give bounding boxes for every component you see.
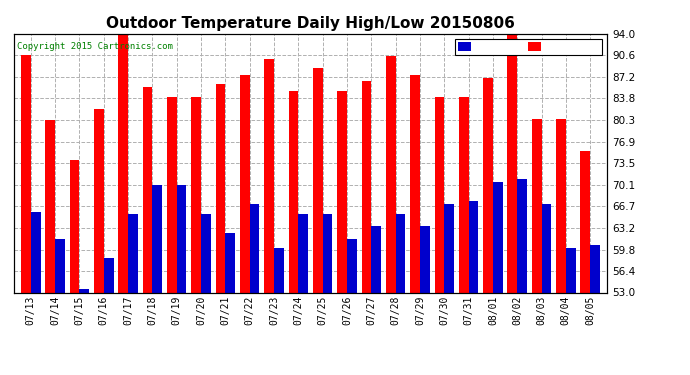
Bar xyxy=(435,97,444,292)
Bar xyxy=(469,201,478,292)
Bar xyxy=(128,214,138,292)
Bar xyxy=(323,214,333,292)
Bar xyxy=(371,226,381,292)
Bar xyxy=(288,90,298,292)
Bar xyxy=(240,75,250,292)
Bar xyxy=(347,239,357,292)
Title: Outdoor Temperature Daily High/Low 20150806: Outdoor Temperature Daily High/Low 20150… xyxy=(106,16,515,31)
Bar xyxy=(143,87,152,292)
Bar xyxy=(580,150,590,292)
Bar xyxy=(264,59,274,292)
Bar xyxy=(274,248,284,292)
Bar xyxy=(395,214,405,292)
Bar xyxy=(250,204,259,292)
Bar xyxy=(55,239,65,292)
Bar xyxy=(167,97,177,292)
Bar xyxy=(152,185,162,292)
Bar xyxy=(216,84,226,292)
Bar xyxy=(337,90,347,292)
Bar xyxy=(532,119,542,292)
Bar xyxy=(518,179,527,292)
Bar xyxy=(177,185,186,292)
Bar xyxy=(420,226,430,292)
Bar xyxy=(46,120,55,292)
Bar xyxy=(31,212,41,292)
Bar xyxy=(556,119,566,292)
Bar xyxy=(542,204,551,292)
Bar xyxy=(94,110,104,292)
Bar xyxy=(483,78,493,292)
Bar xyxy=(201,214,210,292)
Bar xyxy=(493,182,502,292)
Bar xyxy=(79,290,89,292)
Text: Copyright 2015 Cartronics.com: Copyright 2015 Cartronics.com xyxy=(17,42,172,51)
Bar xyxy=(386,56,395,292)
Bar xyxy=(313,69,323,292)
Bar xyxy=(226,232,235,292)
Bar xyxy=(411,75,420,292)
Bar xyxy=(362,81,371,292)
Bar xyxy=(104,258,114,292)
Bar xyxy=(507,34,518,292)
Bar xyxy=(590,245,600,292)
Bar xyxy=(70,160,79,292)
Bar xyxy=(444,204,454,292)
Bar xyxy=(21,55,31,292)
Legend: Low  (°F), High  (°F): Low (°F), High (°F) xyxy=(455,39,602,55)
Bar xyxy=(119,34,128,292)
Bar xyxy=(298,214,308,292)
Bar xyxy=(459,97,469,292)
Bar xyxy=(191,97,201,292)
Bar xyxy=(566,248,575,292)
